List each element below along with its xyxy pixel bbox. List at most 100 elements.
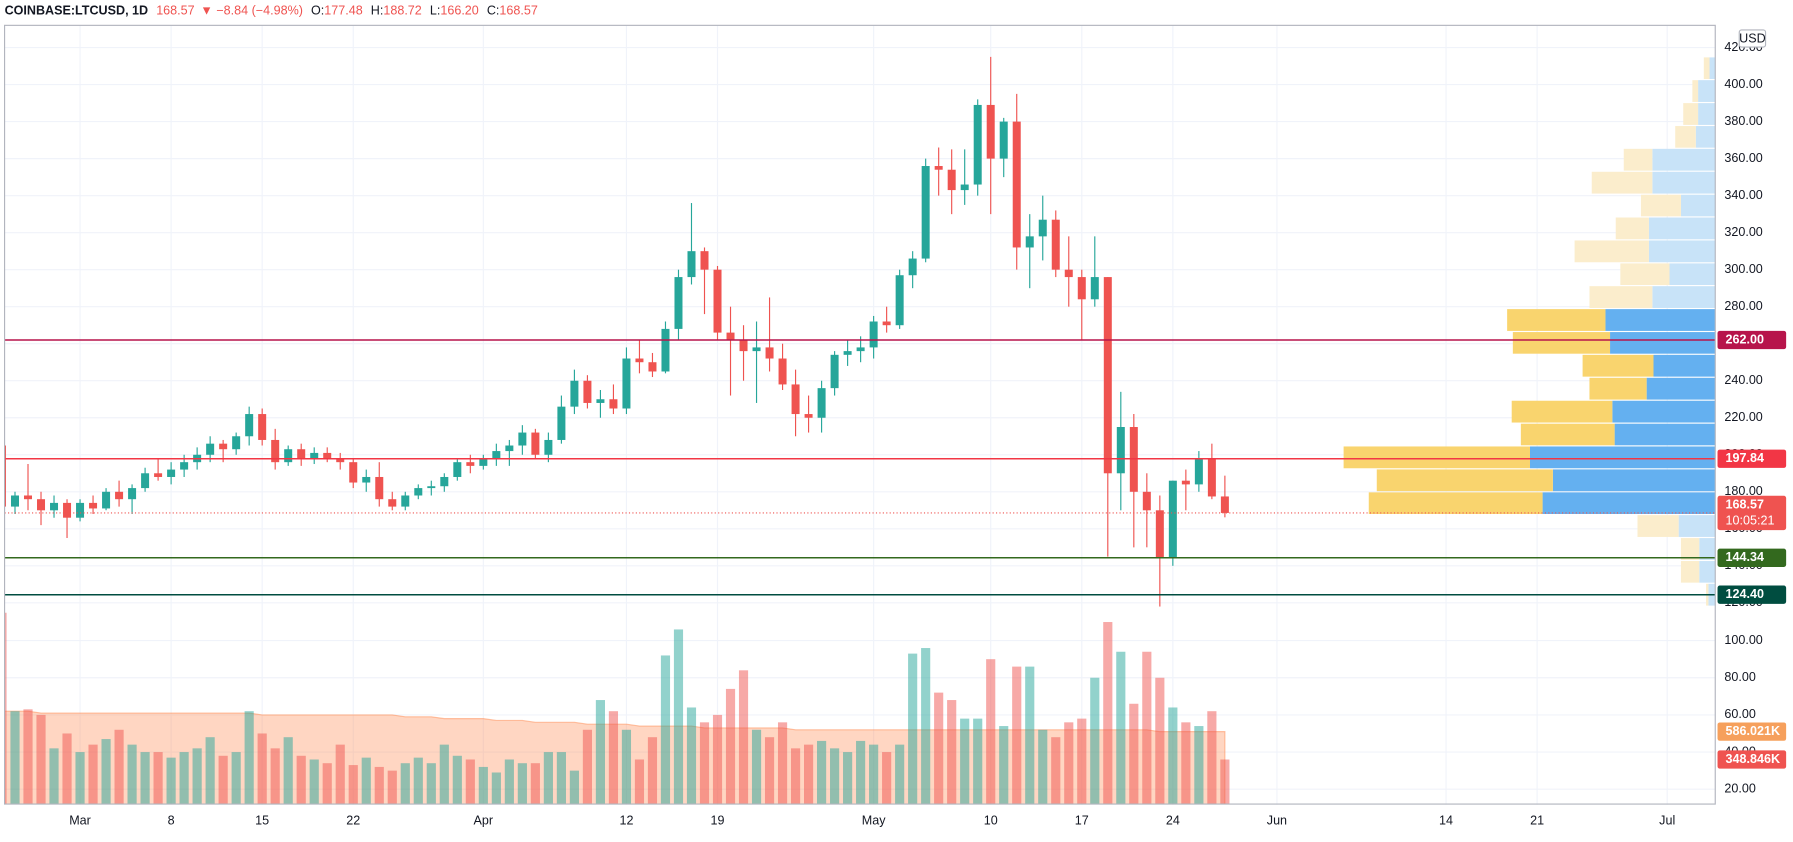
- volume-bar: [244, 711, 254, 805]
- candle-body: [128, 488, 137, 500]
- volume-bar: [999, 726, 1009, 805]
- volume-bar: [49, 748, 59, 805]
- y-tick-label: 220.00: [1724, 410, 1762, 424]
- candle-body: [1168, 480, 1177, 559]
- candle-body: [661, 328, 670, 372]
- volume-bar: [830, 748, 840, 805]
- candle-body: [596, 399, 605, 403]
- volume-bar: [712, 714, 723, 805]
- volume-bar: [869, 744, 879, 805]
- volume-bar: [1116, 651, 1126, 805]
- volume-bar: [699, 722, 710, 805]
- profile-down: [1612, 400, 1716, 423]
- y-tick-label: 300.00: [1724, 262, 1762, 276]
- x-tick-label: May: [862, 814, 886, 828]
- volume-bar: [348, 765, 358, 805]
- profile-up: [1591, 171, 1653, 194]
- profile-down: [1652, 286, 1716, 308]
- volume-bar: [595, 700, 606, 805]
- candle-body: [1207, 458, 1216, 497]
- candle-body: [869, 321, 878, 348]
- volume-bar: [413, 757, 423, 805]
- currency-box: [1738, 29, 1767, 48]
- candle-body: [115, 491, 124, 500]
- profile-down: [1652, 171, 1716, 194]
- candle-body: [10, 495, 19, 507]
- y-tick-label: 380.00: [1724, 114, 1762, 128]
- volume-bar: [556, 752, 566, 805]
- candle-body: [323, 452, 332, 459]
- volume-bar: [36, 714, 46, 805]
- volume-bar: [1025, 666, 1035, 805]
- level-tag: 144.34: [1726, 550, 1764, 564]
- volume-bar: [270, 748, 280, 805]
- ohlc-value: 188.72: [383, 4, 421, 18]
- candle-body: [206, 443, 215, 455]
- volume-bar: [335, 744, 345, 805]
- profile-up: [1615, 217, 1649, 240]
- profile-up: [1574, 240, 1649, 263]
- volume-bar: [764, 737, 775, 805]
- volume-bar: [673, 629, 684, 805]
- volume-bar: [504, 759, 514, 805]
- profile-up: [1589, 286, 1653, 308]
- x-tick-label: 19: [711, 814, 725, 828]
- volume-bar: [530, 763, 540, 805]
- candle-body: [609, 399, 618, 409]
- candle-body: [1025, 236, 1034, 248]
- ohlc-key: C:: [487, 4, 500, 18]
- profile-down: [1695, 126, 1716, 148]
- candle-body: [1142, 491, 1151, 511]
- level-tag-bg: [1717, 585, 1787, 604]
- profile-up: [1589, 377, 1647, 400]
- profile-up: [1582, 354, 1654, 377]
- level-tag-bg: [1717, 330, 1787, 350]
- volume-bar: [1038, 729, 1048, 805]
- candle-body: [63, 502, 72, 518]
- countdown: 10:05:21: [1726, 513, 1775, 527]
- volume-bar: [205, 737, 215, 805]
- profile-up: [1637, 515, 1679, 537]
- profile-up: [1507, 309, 1606, 331]
- profile-down: [1680, 194, 1716, 217]
- profile-down: [1698, 103, 1716, 125]
- candle-body: [388, 499, 397, 507]
- volume-bar: [283, 737, 293, 805]
- x-tick-label: 24: [1166, 814, 1180, 828]
- profile-up: [1343, 446, 1530, 469]
- candle-body: [856, 347, 865, 352]
- volume-bar: [908, 653, 918, 805]
- price-tag: 168.57: [1726, 497, 1764, 511]
- profile-up: [1683, 103, 1699, 125]
- x-tick-label: Apr: [474, 814, 494, 828]
- volume-bar: [1129, 703, 1139, 805]
- symbol: COINBASE:LTCUSD, 1D: [5, 4, 149, 18]
- volume-bar: [296, 755, 306, 805]
- candle-body: [271, 439, 280, 463]
- candle-body: [726, 332, 735, 341]
- profile-up: [1368, 492, 1543, 514]
- volume-bar: [1090, 677, 1100, 805]
- y2-tick-label: 20.00: [1724, 782, 1755, 796]
- price-tag-bg: [1717, 495, 1787, 531]
- volume-bar: [947, 700, 957, 805]
- candle-body: [362, 476, 371, 483]
- volume-bar: [4, 612, 7, 805]
- ohlc-value: 177.48: [324, 4, 362, 18]
- y-tick-label: 280.00: [1724, 299, 1762, 313]
- candle-body: [102, 491, 111, 509]
- candle-body: [76, 502, 85, 518]
- candle-body: [24, 495, 33, 500]
- volume-tag: 348.846K: [1726, 752, 1780, 766]
- candle-body: [843, 351, 852, 355]
- volume-bar: [231, 752, 241, 805]
- profile-up: [1512, 332, 1611, 354]
- ohlc-value: 166.20: [440, 4, 478, 18]
- x-tick-label: 22: [346, 814, 360, 828]
- volume-bar: [426, 763, 436, 805]
- y2-tick-label: 60.00: [1724, 707, 1755, 721]
- volume-bar: [166, 757, 176, 805]
- candle-body: [570, 380, 579, 407]
- volume-bar: [895, 744, 905, 805]
- candle-body: [50, 502, 59, 511]
